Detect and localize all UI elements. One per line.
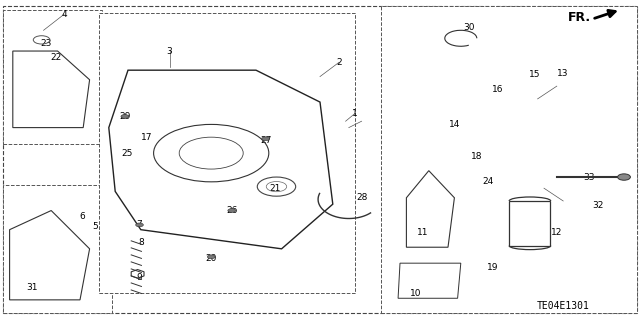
Text: 31: 31 <box>26 283 38 292</box>
Text: 33: 33 <box>583 173 595 182</box>
Bar <box>3 185 112 313</box>
Bar <box>3 10 102 144</box>
Text: FR.: FR. <box>568 11 591 24</box>
Text: 32: 32 <box>593 201 604 210</box>
Text: 23: 23 <box>40 39 52 48</box>
Text: 12: 12 <box>551 228 563 237</box>
Text: 15: 15 <box>529 70 540 79</box>
Circle shape <box>618 174 630 180</box>
Text: 6: 6 <box>79 212 84 221</box>
Text: 25: 25 <box>121 149 132 158</box>
Text: 13: 13 <box>557 69 569 78</box>
Bar <box>99 13 355 293</box>
Text: 19: 19 <box>487 263 499 272</box>
Circle shape <box>262 137 269 141</box>
Text: 3: 3 <box>167 47 172 56</box>
Text: 24: 24 <box>483 177 494 186</box>
Text: 26: 26 <box>226 206 237 215</box>
Text: 20: 20 <box>205 254 217 263</box>
Text: 4: 4 <box>61 10 67 19</box>
Text: 18: 18 <box>471 152 483 161</box>
Circle shape <box>136 223 143 227</box>
Circle shape <box>207 255 215 259</box>
Text: 5: 5 <box>92 222 97 231</box>
Bar <box>509 201 550 246</box>
Text: 10: 10 <box>410 289 422 298</box>
Circle shape <box>121 115 129 118</box>
Text: TE04E1301: TE04E1301 <box>537 301 589 311</box>
Text: 30: 30 <box>463 23 475 32</box>
Text: 8: 8 <box>138 238 143 247</box>
Text: 27: 27 <box>260 136 271 145</box>
Text: 1: 1 <box>353 109 358 118</box>
Text: 28: 28 <box>356 193 367 202</box>
Text: 17: 17 <box>141 133 153 142</box>
Text: 9: 9 <box>137 273 142 282</box>
Text: 7: 7 <box>137 220 142 229</box>
Bar <box>381 6 637 313</box>
Text: 14: 14 <box>449 120 460 129</box>
Text: 2: 2 <box>337 58 342 67</box>
Circle shape <box>228 209 236 212</box>
Text: 21: 21 <box>269 184 281 193</box>
Text: 22: 22 <box>51 53 62 62</box>
Text: 16: 16 <box>492 85 504 94</box>
Text: 11: 11 <box>417 228 428 237</box>
Text: 29: 29 <box>119 112 131 121</box>
